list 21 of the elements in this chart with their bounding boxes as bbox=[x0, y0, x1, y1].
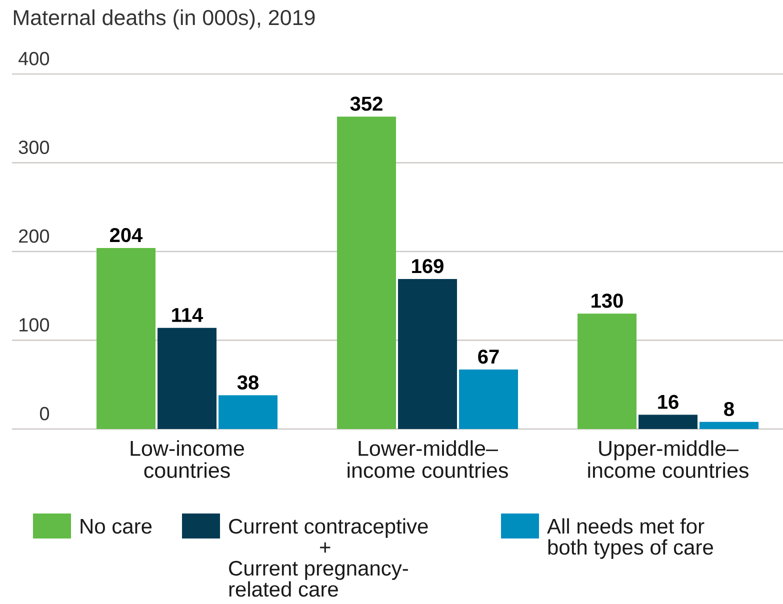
y-tick-label: 300 bbox=[18, 140, 50, 154]
data-label: 204 bbox=[110, 228, 143, 242]
legend-label: No care bbox=[80, 519, 152, 534]
y-tick-label: 400 bbox=[18, 52, 50, 66]
legend-label: All needs met for both types of care bbox=[547, 518, 713, 559]
y-tick-label: 0 bbox=[40, 406, 50, 420]
data-label: 130 bbox=[592, 294, 623, 308]
x-tick-label: Lower-middle–income countries bbox=[348, 440, 508, 478]
data-label: 38 bbox=[237, 375, 259, 390]
chart-title: Maternal deaths (in 000s), 2019 bbox=[14, 9, 315, 30]
y-tick-label: 100 bbox=[20, 318, 50, 332]
data-label: 114 bbox=[172, 308, 204, 322]
data-label: 67 bbox=[478, 350, 499, 364]
x-tick-label: Low-income countries bbox=[130, 440, 244, 478]
data-label: 16 bbox=[658, 394, 678, 409]
data-label: 169 bbox=[412, 259, 444, 274]
data-label: 352 bbox=[350, 96, 382, 111]
data-label: 8 bbox=[724, 402, 734, 416]
legend-label: Current contraceptive + Current pregnancy-related care bbox=[229, 518, 428, 597]
y-tick-label: 200 bbox=[19, 229, 50, 243]
x-tick-label: Upper-middle–income countries bbox=[588, 440, 748, 478]
